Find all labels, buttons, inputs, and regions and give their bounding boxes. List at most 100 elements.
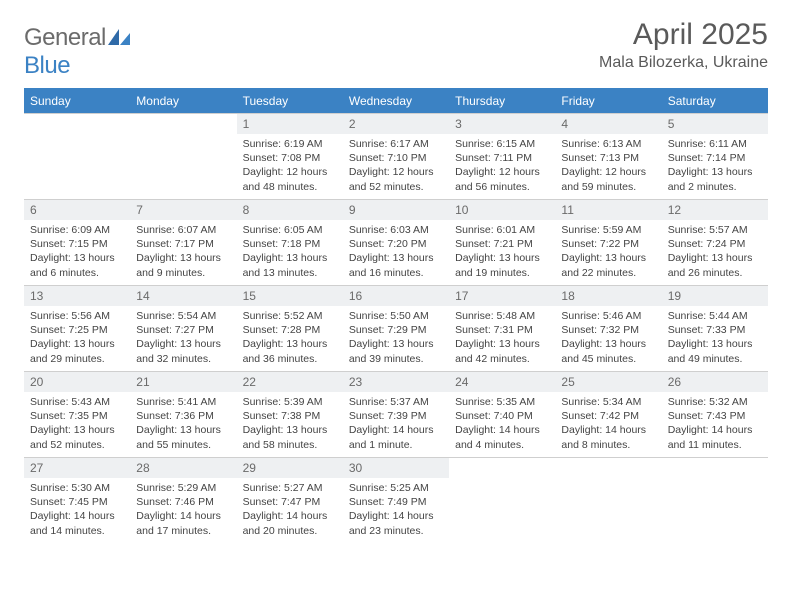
calendar-week-row: 1Sunrise: 6:19 AMSunset: 7:08 PMDaylight… [24, 114, 768, 200]
day-body: Sunrise: 5:52 AMSunset: 7:28 PMDaylight:… [237, 306, 343, 370]
day-number: 3 [449, 114, 555, 134]
calendar-body: 1Sunrise: 6:19 AMSunset: 7:08 PMDaylight… [24, 114, 768, 544]
day-body: Sunrise: 6:13 AMSunset: 7:13 PMDaylight:… [555, 134, 661, 198]
weekday-header: Monday [130, 89, 236, 114]
day-body: Sunrise: 6:09 AMSunset: 7:15 PMDaylight:… [24, 220, 130, 284]
calendar-day-cell: 29Sunrise: 5:27 AMSunset: 7:47 PMDayligh… [237, 458, 343, 544]
weekday-header: Saturday [662, 89, 768, 114]
calendar-day-cell: 3Sunrise: 6:15 AMSunset: 7:11 PMDaylight… [449, 114, 555, 200]
calendar-day-cell: 4Sunrise: 6:13 AMSunset: 7:13 PMDaylight… [555, 114, 661, 200]
sunrise-text: Sunrise: 5:35 AM [455, 395, 549, 409]
sunset-text: Sunset: 7:22 PM [561, 237, 655, 251]
calendar-day-cell: 18Sunrise: 5:46 AMSunset: 7:32 PMDayligh… [555, 286, 661, 372]
daylight-text: Daylight: 12 hours and 56 minutes. [455, 165, 549, 193]
sunset-text: Sunset: 7:29 PM [349, 323, 443, 337]
weekday-header: Tuesday [237, 89, 343, 114]
sunrise-text: Sunrise: 5:43 AM [30, 395, 124, 409]
calendar-day-cell: 9Sunrise: 6:03 AMSunset: 7:20 PMDaylight… [343, 200, 449, 286]
sunset-text: Sunset: 7:28 PM [243, 323, 337, 337]
day-body: Sunrise: 5:25 AMSunset: 7:49 PMDaylight:… [343, 478, 449, 542]
sunset-text: Sunset: 7:46 PM [136, 495, 230, 509]
day-number: 29 [237, 458, 343, 478]
sunset-text: Sunset: 7:49 PM [349, 495, 443, 509]
daylight-text: Daylight: 13 hours and 32 minutes. [136, 337, 230, 365]
month-title: April 2025 [599, 18, 768, 52]
day-number: 2 [343, 114, 449, 134]
sunset-text: Sunset: 7:31 PM [455, 323, 549, 337]
sunrise-text: Sunrise: 5:44 AM [668, 309, 762, 323]
logo: General Blue [24, 24, 130, 80]
daylight-text: Daylight: 13 hours and 36 minutes. [243, 337, 337, 365]
calendar-day-cell [555, 458, 661, 544]
daylight-text: Daylight: 14 hours and 17 minutes. [136, 509, 230, 537]
day-body: Sunrise: 5:54 AMSunset: 7:27 PMDaylight:… [130, 306, 236, 370]
sunset-text: Sunset: 7:38 PM [243, 409, 337, 423]
day-number: 30 [343, 458, 449, 478]
sunset-text: Sunset: 7:21 PM [455, 237, 549, 251]
daylight-text: Daylight: 12 hours and 52 minutes. [349, 165, 443, 193]
sunrise-text: Sunrise: 6:05 AM [243, 223, 337, 237]
sunset-text: Sunset: 7:27 PM [136, 323, 230, 337]
daylight-text: Daylight: 14 hours and 14 minutes. [30, 509, 124, 537]
day-body: Sunrise: 5:29 AMSunset: 7:46 PMDaylight:… [130, 478, 236, 542]
sunrise-text: Sunrise: 5:37 AM [349, 395, 443, 409]
daylight-text: Daylight: 12 hours and 59 minutes. [561, 165, 655, 193]
calendar-day-cell: 11Sunrise: 5:59 AMSunset: 7:22 PMDayligh… [555, 200, 661, 286]
calendar-day-cell [662, 458, 768, 544]
day-body: Sunrise: 5:39 AMSunset: 7:38 PMDaylight:… [237, 392, 343, 456]
calendar-day-cell: 7Sunrise: 6:07 AMSunset: 7:17 PMDaylight… [130, 200, 236, 286]
day-number: 8 [237, 200, 343, 220]
daylight-text: Daylight: 13 hours and 6 minutes. [30, 251, 124, 279]
day-body: Sunrise: 6:07 AMSunset: 7:17 PMDaylight:… [130, 220, 236, 284]
daylight-text: Daylight: 13 hours and 13 minutes. [243, 251, 337, 279]
day-body: Sunrise: 5:43 AMSunset: 7:35 PMDaylight:… [24, 392, 130, 456]
sunset-text: Sunset: 7:45 PM [30, 495, 124, 509]
sunrise-text: Sunrise: 6:19 AM [243, 137, 337, 151]
calendar-day-cell: 30Sunrise: 5:25 AMSunset: 7:49 PMDayligh… [343, 458, 449, 544]
sunset-text: Sunset: 7:10 PM [349, 151, 443, 165]
day-number: 1 [237, 114, 343, 134]
sunrise-text: Sunrise: 6:01 AM [455, 223, 549, 237]
logo-text-blue: Blue [24, 52, 70, 79]
daylight-text: Daylight: 13 hours and 9 minutes. [136, 251, 230, 279]
sunset-text: Sunset: 7:18 PM [243, 237, 337, 251]
daylight-text: Daylight: 13 hours and 29 minutes. [30, 337, 124, 365]
daylight-text: Daylight: 14 hours and 11 minutes. [668, 423, 762, 451]
daylight-text: Daylight: 13 hours and 26 minutes. [668, 251, 762, 279]
sunset-text: Sunset: 7:36 PM [136, 409, 230, 423]
day-body: Sunrise: 5:56 AMSunset: 7:25 PMDaylight:… [24, 306, 130, 370]
sunrise-text: Sunrise: 5:32 AM [668, 395, 762, 409]
sunset-text: Sunset: 7:13 PM [561, 151, 655, 165]
sunset-text: Sunset: 7:32 PM [561, 323, 655, 337]
daylight-text: Daylight: 14 hours and 23 minutes. [349, 509, 443, 537]
sunrise-text: Sunrise: 5:39 AM [243, 395, 337, 409]
day-body: Sunrise: 5:30 AMSunset: 7:45 PMDaylight:… [24, 478, 130, 542]
sunrise-text: Sunrise: 5:54 AM [136, 309, 230, 323]
daylight-text: Daylight: 12 hours and 48 minutes. [243, 165, 337, 193]
daylight-text: Daylight: 13 hours and 2 minutes. [668, 165, 762, 193]
calendar-day-cell: 22Sunrise: 5:39 AMSunset: 7:38 PMDayligh… [237, 372, 343, 458]
calendar-day-cell: 19Sunrise: 5:44 AMSunset: 7:33 PMDayligh… [662, 286, 768, 372]
day-number: 27 [24, 458, 130, 478]
daylight-text: Daylight: 13 hours and 19 minutes. [455, 251, 549, 279]
calendar-day-cell: 15Sunrise: 5:52 AMSunset: 7:28 PMDayligh… [237, 286, 343, 372]
day-body: Sunrise: 6:17 AMSunset: 7:10 PMDaylight:… [343, 134, 449, 198]
calendar-week-row: 6Sunrise: 6:09 AMSunset: 7:15 PMDaylight… [24, 200, 768, 286]
calendar-day-cell: 28Sunrise: 5:29 AMSunset: 7:46 PMDayligh… [130, 458, 236, 544]
calendar-day-cell: 10Sunrise: 6:01 AMSunset: 7:21 PMDayligh… [449, 200, 555, 286]
calendar-day-cell: 5Sunrise: 6:11 AMSunset: 7:14 PMDaylight… [662, 114, 768, 200]
calendar-day-cell: 8 Sunrise: 6:05 AMSunset: 7:18 PMDaylight… [237, 200, 343, 286]
calendar-day-cell: 6Sunrise: 6:09 AMSunset: 7:15 PMDaylight… [24, 200, 130, 286]
sunset-text: Sunset: 7:33 PM [668, 323, 762, 337]
calendar-day-cell: 23Sunrise: 5:37 AMSunset: 7:39 PMDayligh… [343, 372, 449, 458]
day-body: Sunrise: 6:11 AMSunset: 7:14 PMDaylight:… [662, 134, 768, 198]
calendar-day-cell: 17Sunrise: 5:48 AMSunset: 7:31 PMDayligh… [449, 286, 555, 372]
calendar-day-cell: 26Sunrise: 5:32 AMSunset: 7:43 PMDayligh… [662, 372, 768, 458]
daylight-text: Daylight: 14 hours and 8 minutes. [561, 423, 655, 451]
day-number: 13 [24, 286, 130, 306]
sunrise-text: Sunrise: 5:34 AM [561, 395, 655, 409]
day-number: 9 [343, 200, 449, 220]
sunrise-text: Sunrise: 5:25 AM [349, 481, 443, 495]
sunrise-text: Sunrise: 5:46 AM [561, 309, 655, 323]
sunrise-text: Sunrise: 5:30 AM [30, 481, 124, 495]
